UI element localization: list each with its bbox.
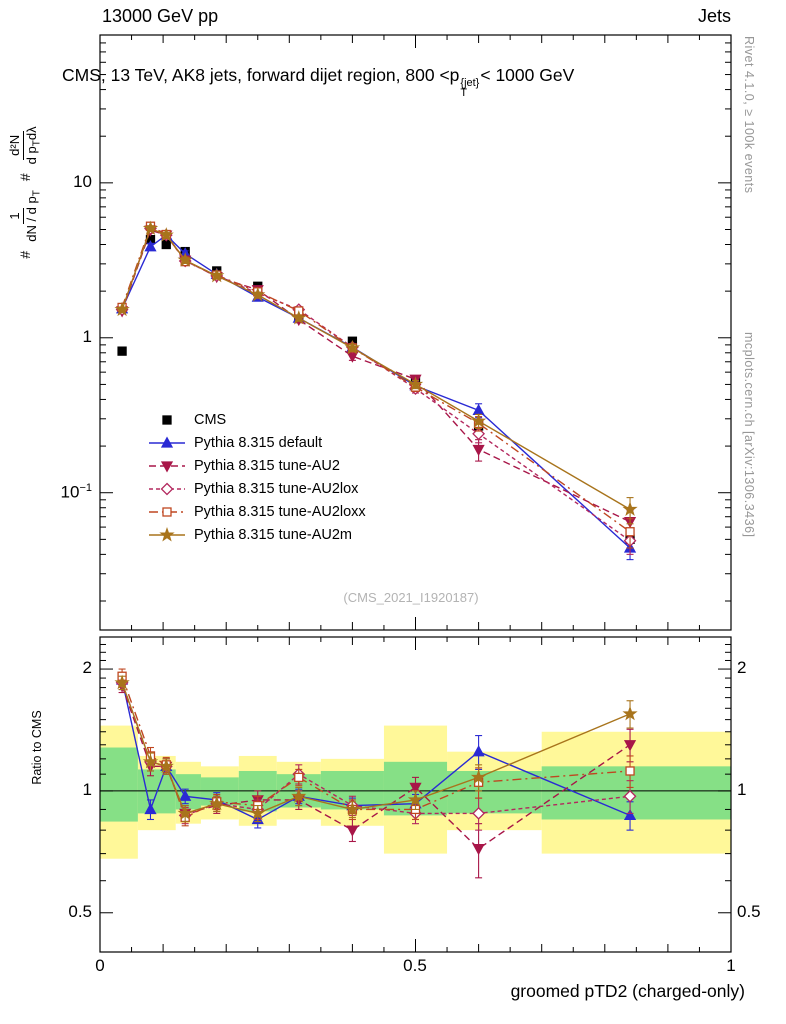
beam-energy-label: 13000 GeV pp xyxy=(102,6,219,26)
main-ytick-0p1: 10−1 xyxy=(60,482,92,502)
legend: CMS Pythia 8.315 default Pythia 8.315 tu… xyxy=(148,408,366,546)
legend-label: Pythia 8.315 tune-AU2lox xyxy=(194,480,359,497)
rivet-version-note: Rivet 4.1.0, ≥ 100k events xyxy=(742,36,756,194)
legend-label: Pythia 8.315 tune-AU2m xyxy=(194,526,352,543)
main-ytick-10: 10 xyxy=(73,172,92,191)
ratio-ytick-1-left: 1 xyxy=(82,780,92,799)
legend-item-cms: CMS xyxy=(148,408,366,431)
legend-label: Pythia 8.315 default xyxy=(194,434,323,451)
analysis-id-watermark: (CMS_2021_I1920187) xyxy=(343,590,479,605)
ratio-ytick-0p5-left: 0.5 xyxy=(68,902,92,921)
hash-symbol: # xyxy=(17,250,34,259)
plot-title-suffix: < 1000 GeV xyxy=(480,65,575,85)
xtick-0p5: 0.5 xyxy=(403,956,427,975)
normalization-fraction: 1 dN / d pT xyxy=(7,190,43,242)
legend-item-tune-au2m: Pythia 8.315 tune-AU2m xyxy=(148,523,366,546)
series-pythia-8-315-tune-au2m xyxy=(114,220,638,525)
axis-ticks xyxy=(99,35,732,952)
legend-label: Pythia 8.315 tune-AU2loxx xyxy=(194,503,366,520)
legend-label: Pythia 8.315 tune-AU2 xyxy=(194,457,340,474)
main-ytick-1: 1 xyxy=(82,327,92,346)
legend-item-tune-au2: Pythia 8.315 tune-AU2 xyxy=(148,454,366,477)
plot-title-sub: T xyxy=(460,87,468,100)
legend-item-tune-au2loxx: Pythia 8.315 tune-AU2loxx xyxy=(148,500,366,523)
xtick-1: 1 xyxy=(726,956,736,975)
hash-symbol: # xyxy=(17,173,34,182)
series-pythia-8-315-tune-au2m xyxy=(114,674,638,823)
x-axis-title: groomed pTD2 (charged-only) xyxy=(510,981,745,1001)
xtick-0: 0 xyxy=(95,956,105,975)
ratio-ytick-0p5-right: 0.5 xyxy=(737,902,761,921)
tune-au2-marker-icon xyxy=(148,457,186,475)
ratio-y-axis-label: Ratio to CMS xyxy=(30,710,44,785)
legend-item-tune-au2lox: Pythia 8.315 tune-AU2lox xyxy=(148,477,366,500)
pythia-default-marker-icon xyxy=(148,434,186,452)
tune-au2m-marker-icon xyxy=(148,526,186,544)
plot-title-sup: {jet} xyxy=(460,77,480,89)
mcplots-arxiv-note: mcplots.cern.ch [arXiv:1306.3436] xyxy=(742,332,756,538)
ratio-ytick-2-left: 2 xyxy=(82,658,92,677)
plot-title: CMS, 13 TeV, AK8 jets, forward dijet reg… xyxy=(62,65,574,99)
legend-item-pythia-default: Pythia 8.315 default xyxy=(148,431,366,454)
analysis-group-label: Jets xyxy=(697,6,731,26)
ratio-ytick-2-right: 2 xyxy=(737,658,747,677)
cms-marker-icon xyxy=(148,411,186,429)
legend-label: CMS xyxy=(194,411,227,428)
ratio-ytick-1-right: 1 xyxy=(737,780,747,799)
observable-fraction: d²N d pTdλ xyxy=(7,126,43,165)
tune-au2loxx-marker-icon xyxy=(148,503,186,521)
main-y-axis-label: # 1 dN / d pT # d²N d pTdλ xyxy=(7,35,43,350)
plot-title-scripts: {jet} T xyxy=(460,77,480,100)
plot-title-prefix: CMS, 13 TeV, AK8 jets, forward dijet reg… xyxy=(62,65,460,85)
tune-au2lox-marker-icon xyxy=(148,480,186,498)
